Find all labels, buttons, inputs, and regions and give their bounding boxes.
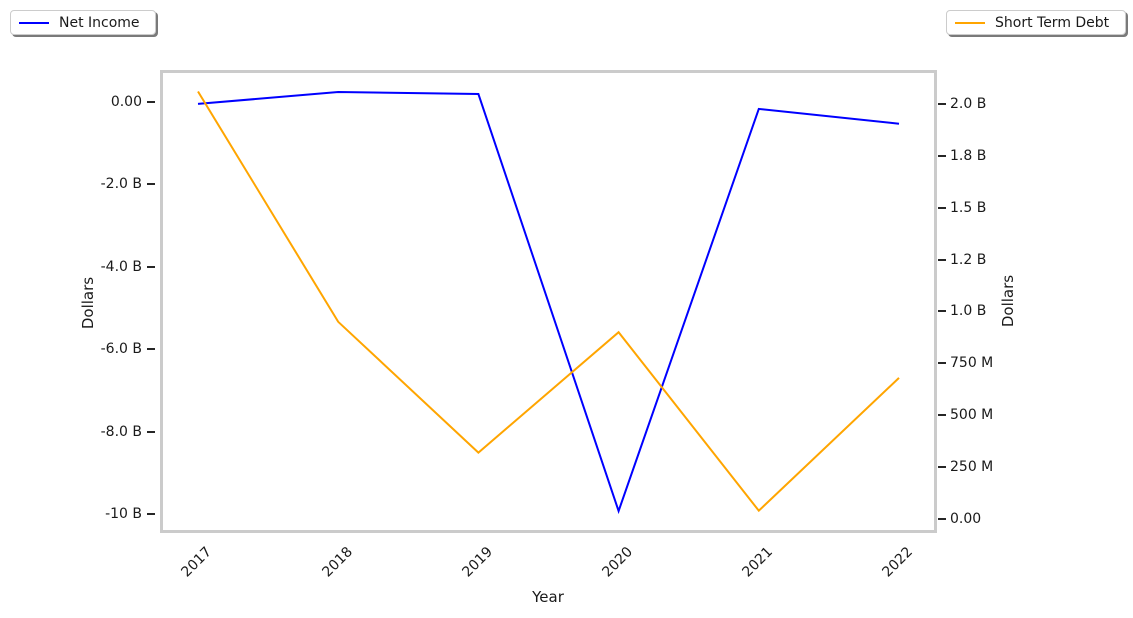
y-axis-right-tick-label: 0.00 [950, 511, 982, 527]
y-axis-right-tick-label: 500 M [950, 407, 994, 424]
short-term-debt-line-sample-icon [955, 21, 985, 24]
x-axis-tick-label: 2021 [739, 544, 777, 581]
y-axis-right-tick-mark [938, 362, 946, 365]
y-axis-left-tick-mark [147, 100, 155, 103]
x-axis-tick-label: 2018 [319, 544, 356, 581]
y-axis-right-tick-mark [938, 206, 946, 209]
y-axis-left-tick-label: -10 B [105, 505, 142, 522]
x-axis-title: Year [532, 588, 564, 606]
y-axis-left-tick-label: -6.0 B [100, 341, 142, 358]
x-axis-tick-label: 2022 [879, 544, 917, 581]
y-axis-left-title: Dollars [79, 276, 97, 330]
x-axis-tick-label: 2019 [459, 544, 496, 581]
y-axis-right-tick-mark [938, 466, 946, 469]
y-axis-right-tick-mark [938, 518, 946, 520]
y-axis-right-tick-mark [938, 102, 946, 105]
y-axis-right-tick-label: 250 M [950, 459, 994, 476]
y-axis-right-tick-label: 750 M [950, 355, 994, 372]
y-axis-left-tick-label: 0.00 [110, 93, 142, 110]
y-axis-right-tick-label: 1.5 B [950, 199, 987, 216]
y-axis-left-tick-mark [147, 183, 155, 186]
y-axis-right-tick-mark [938, 154, 946, 157]
y-axis-right-tick-label: 1.0 B [950, 303, 987, 320]
y-axis-left-tick-mark [147, 512, 155, 515]
plot-area [160, 70, 937, 533]
y-axis-right-title: Dollars [999, 274, 1017, 328]
y-axis-right-tick-label: 2.0 B [950, 95, 987, 112]
legend-short-term-debt: Short Term Debt [946, 10, 1126, 35]
y-axis-right-tick-mark [938, 414, 946, 417]
y-axis-right-tick-label: 1.2 B [950, 251, 987, 268]
y-axis-right-tick-mark [938, 310, 946, 313]
legend-net-income-label: Net Income [59, 14, 140, 31]
y-axis-left-tick-mark [147, 430, 155, 433]
y-axis-left-tick-label: -8.0 B [100, 423, 142, 440]
y-axis-right-tick-label: 1.8 B [950, 147, 987, 164]
y-axis-left-tick-label: -4.0 B [100, 258, 142, 275]
y-axis-left-tick-mark [147, 348, 155, 351]
y-axis-right-tick-mark [938, 258, 946, 261]
x-axis-tick-label: 2020 [599, 544, 636, 581]
y-axis-left-tick-label: -2.0 B [100, 176, 142, 193]
x-axis-tick-label: 2017 [178, 544, 216, 581]
legend-net-income: Net Income [10, 10, 156, 35]
net-income-line-sample-icon [19, 21, 49, 24]
legend-short-term-debt-label: Short Term Debt [995, 14, 1110, 31]
y-axis-left-tick-mark [147, 265, 155, 268]
